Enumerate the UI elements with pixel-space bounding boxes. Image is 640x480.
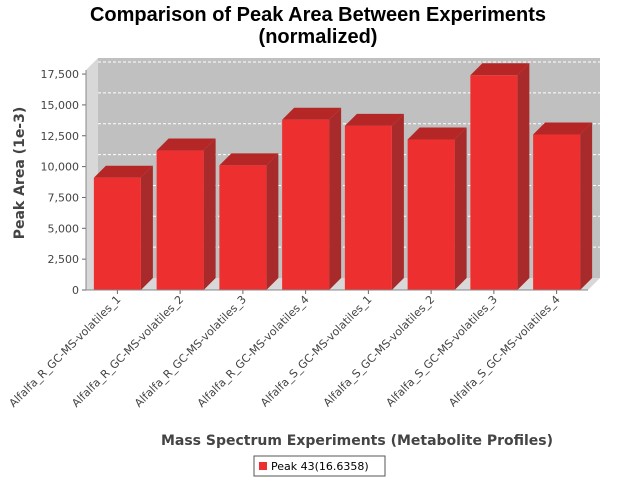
- x-tick-label: Alfalfa_R_GC-MS-volatiles_4: [195, 293, 312, 410]
- chart-title-line-1: Comparison of Peak Area Between Experime…: [90, 4, 546, 26]
- bar-top: [470, 63, 530, 76]
- x-tick-label: Alfalfa_S_GC-MS-volatiles_3: [384, 293, 500, 409]
- bars-group: [93, 63, 593, 291]
- y-tick-label: 12,500: [41, 130, 80, 143]
- legend-label: Peak 43(16.6358): [271, 460, 369, 473]
- x-axis: Alfalfa_R_GC-MS-volatiles_1Alfalfa_R_GC-…: [7, 289, 588, 410]
- x-tick-label: Alfalfa_S_GC-MS-volatiles_1: [258, 293, 374, 409]
- bar-front: [219, 165, 267, 290]
- y-tick-label: 2,500: [48, 253, 80, 266]
- bar: [156, 138, 216, 290]
- y-axis-label: Peak Area (1e-3): [12, 107, 28, 240]
- bar-front: [407, 139, 455, 290]
- legend-box: [253, 455, 386, 477]
- y-tick-label: 10,000: [41, 161, 80, 174]
- bar: [407, 127, 467, 291]
- bar-side: [517, 63, 530, 291]
- y-tick-label: 7,500: [48, 191, 80, 204]
- bar-side: [140, 165, 153, 290]
- bar: [282, 107, 342, 290]
- bar-front: [282, 119, 330, 290]
- legend: Peak 43(16.6358): [253, 455, 386, 477]
- bar: [219, 153, 279, 290]
- chart-title-line-2: (normalized): [259, 26, 378, 48]
- bar-front: [470, 75, 518, 290]
- bar-front: [344, 125, 392, 291]
- y-axis: 0 2,500 5,000 7,500 10,000 12,500 15,000 17,500: [41, 68, 87, 297]
- bar: [93, 165, 153, 290]
- bar-side: [203, 138, 216, 290]
- bar-top: [533, 122, 593, 135]
- bar-side: [329, 107, 342, 290]
- x-tick-label: Alfalfa_R_GC-MS-volatiles_3: [132, 293, 249, 410]
- bar-top: [156, 138, 216, 151]
- chart-title: Comparison of Peak Area Between Experime…: [90, 4, 546, 48]
- bar-side: [454, 127, 467, 291]
- bar: [344, 113, 404, 291]
- bar-front: [156, 150, 204, 290]
- bar: [533, 122, 593, 291]
- bar-front: [93, 177, 141, 290]
- x-tick-label: Alfalfa_R_GC-MS-volatiles_1: [7, 293, 124, 410]
- bar-top: [93, 165, 153, 178]
- y-tick-label: 17,500: [41, 68, 80, 81]
- x-axis-label: Mass Spectrum Experiments (Metabolite Pr…: [161, 433, 553, 449]
- y-tick-label: 5,000: [48, 222, 80, 235]
- legend-swatch: [259, 462, 267, 470]
- bar-side: [266, 153, 279, 290]
- bar-top: [219, 153, 279, 166]
- bar-top: [407, 127, 467, 140]
- x-tick-label: Alfalfa_S_GC-MS-volatiles_4: [446, 293, 562, 409]
- bar-side: [391, 113, 404, 291]
- bar-top: [344, 113, 404, 126]
- bar-front: [533, 134, 581, 290]
- x-tick-label: Alfalfa_S_GC-MS-volatiles_2: [321, 293, 437, 409]
- bar-top: [282, 107, 342, 120]
- y-tick-label: 0: [72, 284, 79, 297]
- bar-side: [580, 122, 593, 291]
- x-tick-label: Alfalfa_R_GC-MS-volatiles_2: [69, 293, 186, 410]
- y-tick-label: 15,000: [41, 99, 80, 112]
- bar: [470, 63, 530, 291]
